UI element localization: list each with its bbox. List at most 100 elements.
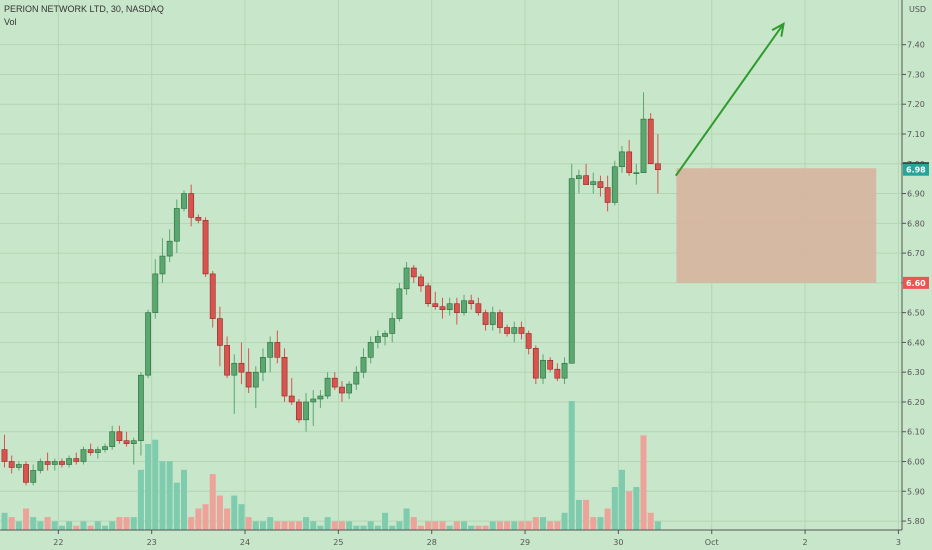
candle-body	[331, 377, 338, 388]
candle-body	[374, 336, 381, 343]
volume-bar	[181, 469, 187, 530]
price-tick-label: 6.00	[907, 458, 925, 467]
candle-body	[80, 449, 87, 462]
volume-bar	[288, 521, 295, 530]
candle-body	[647, 118, 654, 165]
candle-body	[432, 303, 439, 307]
volume-bar	[331, 521, 338, 530]
volume-bar	[590, 517, 597, 530]
volume-bar	[389, 525, 396, 530]
volume-bar	[618, 469, 625, 530]
volume-bar	[597, 517, 604, 530]
candle-body	[195, 217, 202, 221]
candle-body	[511, 327, 518, 334]
volume-bar	[382, 512, 389, 530]
volume-bar	[188, 517, 195, 530]
volume-bar	[116, 517, 123, 530]
price-tick-label: 5.80	[907, 517, 925, 526]
candle-body	[468, 300, 475, 305]
volume-bar	[87, 525, 94, 530]
price-tick-label: 6.70	[907, 249, 925, 258]
volume-bar	[403, 508, 410, 530]
volume-bar	[396, 521, 403, 530]
candle-body	[590, 181, 597, 185]
price-tick-label: 7.20	[907, 100, 925, 109]
candle-body	[130, 440, 137, 444]
volume-bar	[245, 517, 252, 530]
volume-bar	[417, 525, 424, 530]
candle-body	[575, 175, 582, 179]
candle-body	[439, 306, 446, 310]
volume-bar	[51, 521, 58, 530]
candle-body	[360, 357, 367, 373]
time-tick-label: 29	[520, 538, 530, 547]
volume-bar	[446, 525, 453, 530]
candle-body	[604, 187, 611, 203]
candle-body	[504, 327, 510, 334]
volume-bar	[123, 517, 130, 530]
symbol-title: PERION NETWORK LTD, 30, NASDAQ	[4, 4, 164, 14]
price-tick-label: 7.10	[907, 130, 925, 139]
volume-bar	[346, 521, 353, 530]
volume-bar	[547, 521, 554, 530]
candle-body	[611, 166, 618, 203]
candle-body	[281, 357, 288, 397]
price-tag-label: 6.60	[906, 279, 926, 288]
volume-bar	[554, 521, 561, 530]
volume-bar	[259, 521, 266, 530]
risk-zone-rectangle[interactable]	[676, 168, 877, 283]
candle-body	[245, 371, 252, 388]
candle-body	[15, 464, 22, 468]
volume-bar	[252, 521, 259, 530]
candle-body	[295, 401, 302, 421]
volume-bar	[489, 521, 496, 530]
volume-bar	[30, 517, 37, 530]
candle-body	[532, 348, 539, 379]
candle-body	[44, 461, 51, 465]
volume-bar	[410, 517, 417, 530]
volume-bar	[224, 508, 231, 530]
volume-bar	[540, 517, 546, 530]
candle-body	[181, 193, 187, 209]
candle-body	[51, 461, 58, 465]
volume-bar	[80, 521, 87, 530]
candle-body	[410, 267, 417, 278]
candle-body	[367, 342, 374, 358]
candle-body	[389, 318, 396, 334]
candle-body	[274, 342, 281, 358]
candle-body	[339, 386, 345, 394]
candle-body	[461, 300, 467, 313]
volume-bar	[338, 521, 345, 530]
volume-bar	[324, 517, 331, 530]
volume-bar	[518, 521, 525, 530]
volume-label: Vol	[4, 17, 17, 27]
target-arrow[interactable]	[675, 23, 785, 177]
volume-bar	[439, 521, 446, 530]
volume-bar	[137, 469, 144, 530]
candle-body	[561, 362, 568, 379]
price-tick-label: 6.80	[907, 219, 925, 228]
candle-body	[626, 151, 633, 173]
candle-body	[403, 267, 410, 290]
volume-bar	[152, 439, 159, 530]
price-tick-label: 6.10	[907, 428, 925, 437]
candle-body	[252, 371, 259, 388]
volume-bar	[238, 504, 245, 530]
candle-body	[159, 255, 166, 275]
candle-body	[116, 431, 123, 441]
candle-body	[547, 359, 554, 370]
volume-bar	[216, 495, 223, 530]
volume-bar	[159, 461, 166, 530]
volume-bar	[654, 521, 661, 530]
time-tick-label: 28	[427, 538, 437, 547]
price-tick-label: 6.20	[907, 398, 925, 407]
candle-body	[238, 362, 245, 373]
candle-body	[152, 273, 159, 313]
price-tick-label: 6.50	[907, 309, 925, 318]
volume-bar	[37, 521, 44, 530]
volume-bar	[44, 517, 51, 530]
volume-bar	[482, 525, 489, 530]
volume-bar	[353, 525, 360, 530]
